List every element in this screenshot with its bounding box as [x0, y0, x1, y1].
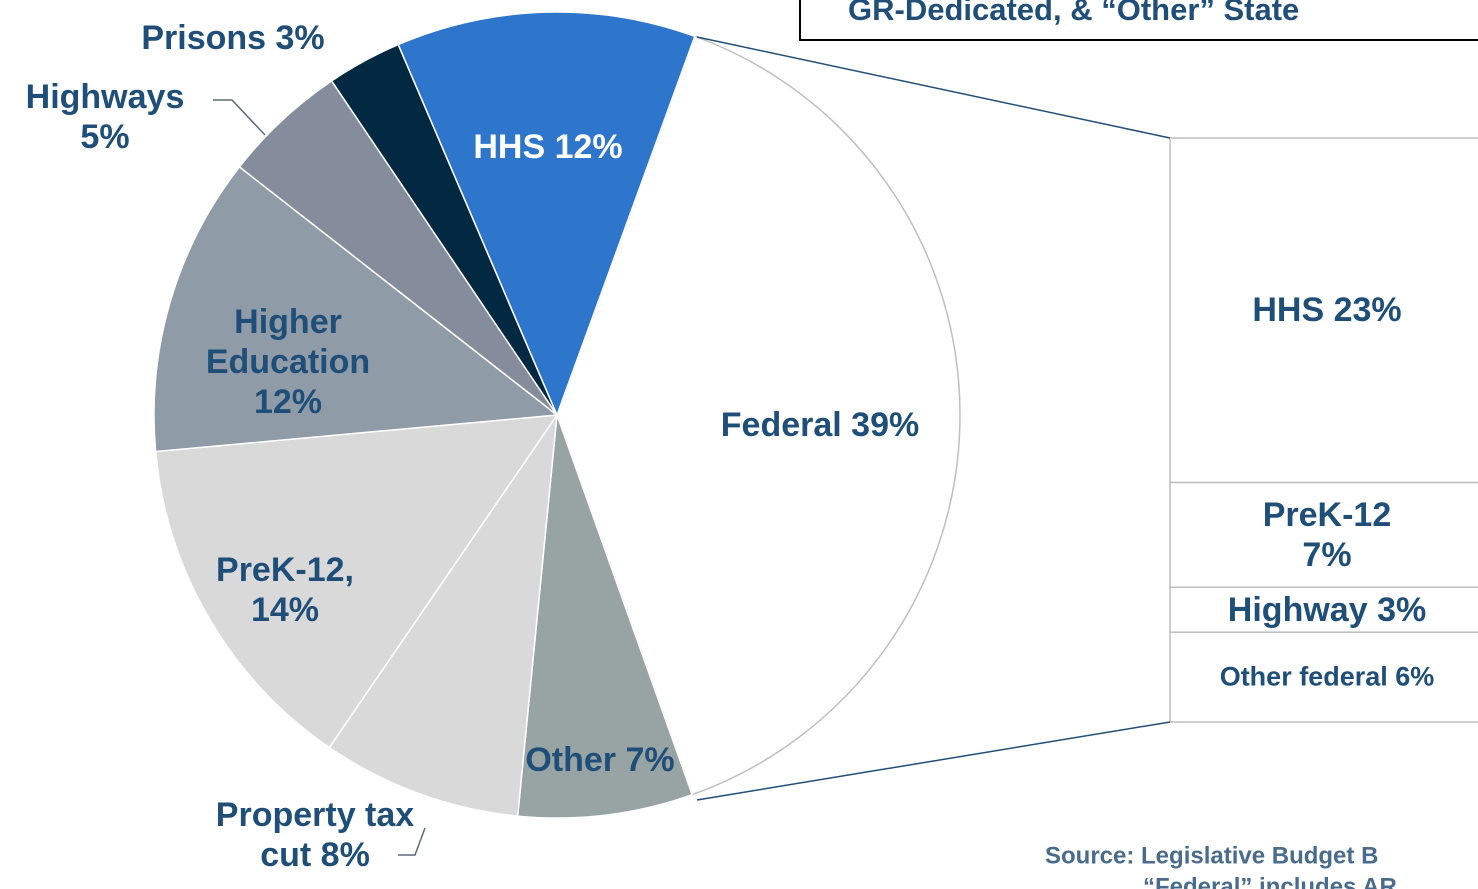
bar-segment: [1169, 631, 1478, 723]
source-note: “Federal” includes AR: [1143, 873, 1397, 889]
slice-value: 12%: [253, 383, 323, 421]
pie-slice: [153, 165, 559, 453]
slice-category: Federal: [720, 406, 842, 444]
bar-label: Other federal 6%: [1177, 662, 1477, 693]
slice-value: 5%: [80, 118, 130, 156]
leader-line: [213, 99, 266, 136]
bar-category: PreK-12: [1262, 495, 1392, 534]
slice-label: Prisons 3%: [93, 18, 373, 58]
bar-value: 7%: [1302, 535, 1352, 574]
bar-label: HHS 23%: [1177, 290, 1477, 330]
source-note: Source: Legislative Budget B: [1045, 842, 1378, 869]
slice-category: Higher Education: [205, 303, 371, 381]
pie-slice: [516, 414, 694, 819]
bar-value: 23%: [1333, 291, 1402, 330]
bar-segment: [1169, 586, 1478, 633]
pie-slice: [556, 35, 961, 796]
slice-label: HHS 12%: [473, 127, 623, 167]
connector: [696, 36, 1171, 139]
bar-category: Other federal: [1219, 661, 1388, 692]
chart-title: GR-Dedicated, & “Other” State: [848, 0, 1299, 27]
bar-segment: [1169, 137, 1478, 484]
pie-slice: [328, 414, 558, 817]
slice-label: Federal 39%: [610, 405, 1030, 445]
pie-slices: [153, 11, 961, 819]
slice-category: HHS: [473, 128, 546, 166]
slice-label: Property tax cut 8%: [215, 795, 415, 875]
slice-value: 7%: [625, 741, 675, 779]
slice-label: Other 7%: [525, 740, 675, 780]
slice-label: Highways 5%: [5, 77, 205, 157]
connector: [696, 721, 1171, 801]
slice-category: Property tax cut: [215, 796, 415, 874]
bar-segment: [1169, 481, 1478, 588]
slice-category: Highways: [25, 78, 185, 116]
pie-slice: [154, 414, 559, 749]
slice-label: PreK-12, 14%: [195, 550, 375, 630]
pie-slice: [397, 11, 696, 418]
bar-label: Highway 3%: [1177, 590, 1477, 630]
slice-value: 3%: [275, 19, 325, 57]
slice-value: 12%: [554, 128, 623, 166]
slice-category: PreK-12,: [216, 551, 354, 589]
leader-line: [398, 827, 426, 856]
bar-category: HHS: [1252, 291, 1325, 330]
slice-value: 39%: [851, 406, 920, 444]
slice-value: 14%: [250, 591, 320, 629]
bar-category: Highway: [1227, 590, 1368, 629]
slice-label: Higher Education 12%: [188, 302, 388, 422]
bar-value: 3%: [1377, 590, 1427, 629]
title-box: [799, 0, 1478, 41]
slice-value: 8%: [320, 836, 370, 874]
slice-category: Prisons: [141, 19, 267, 57]
bar-value: 6%: [1395, 661, 1435, 692]
bar-label: PreK-12 7%: [1237, 495, 1417, 575]
slice-category: Other: [525, 741, 617, 779]
